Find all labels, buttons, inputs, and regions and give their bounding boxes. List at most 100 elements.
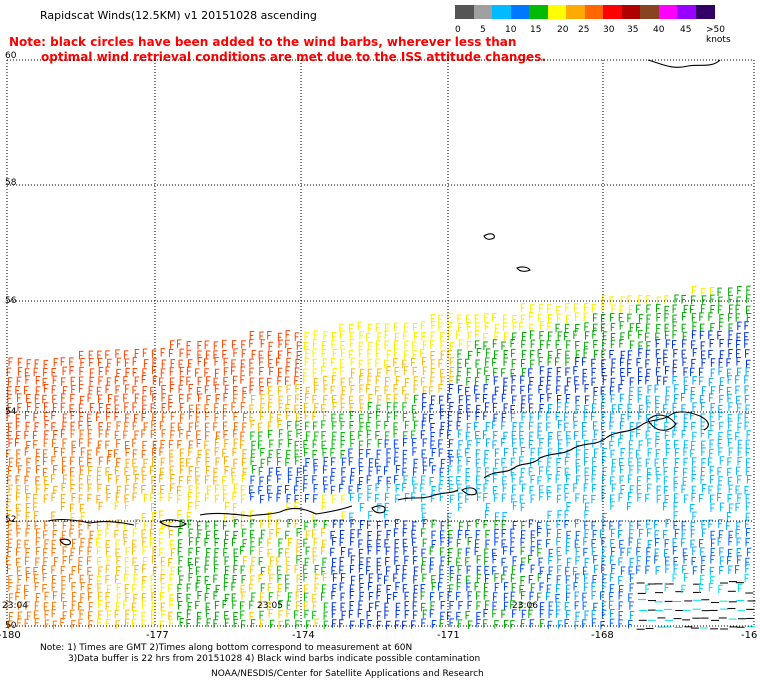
wind-barb xyxy=(296,574,302,584)
wind-barb xyxy=(177,611,182,621)
wind-barb xyxy=(701,350,706,360)
wind-barb xyxy=(269,619,275,629)
wind-barb xyxy=(160,574,165,583)
wind-barb xyxy=(512,447,518,457)
wind-barb xyxy=(728,503,734,512)
wind-barb xyxy=(627,403,633,413)
wind-barb xyxy=(375,348,381,358)
wind-barb xyxy=(60,402,66,412)
coastline xyxy=(59,538,71,546)
wind-barb xyxy=(52,529,58,539)
wind-barb xyxy=(26,493,31,502)
wind-barb xyxy=(691,466,697,475)
wind-barb xyxy=(231,402,236,411)
wind-barb xyxy=(206,376,211,385)
wind-barb xyxy=(429,413,434,423)
wind-barb xyxy=(259,357,264,366)
wind-barb xyxy=(601,609,607,619)
wind-barb xyxy=(654,530,660,539)
wind-barb xyxy=(593,429,599,439)
wind-barb xyxy=(278,610,283,619)
wind-barb xyxy=(367,539,372,549)
wind-barb xyxy=(672,375,677,385)
wind-barb xyxy=(366,421,371,431)
wind-barb xyxy=(584,467,590,476)
wind-barb xyxy=(134,564,139,574)
wind-barb xyxy=(96,447,101,456)
wind-barb xyxy=(566,431,571,440)
wind-barb xyxy=(591,521,597,530)
wind-barb xyxy=(222,349,227,359)
wind-barb xyxy=(403,475,409,484)
wind-barb xyxy=(564,385,570,394)
wind-barb xyxy=(710,575,715,585)
wind-barb xyxy=(395,494,400,503)
wind-barb xyxy=(629,583,635,592)
wind-barb xyxy=(690,503,695,513)
wind-barb xyxy=(672,538,678,547)
wind-barb xyxy=(564,519,569,529)
wind-barb xyxy=(718,366,723,376)
wind-barb xyxy=(691,474,697,483)
wind-barb xyxy=(359,574,364,583)
wind-barb xyxy=(539,609,545,618)
wind-barb xyxy=(376,465,382,475)
wind-barb xyxy=(61,593,66,602)
wind-barb xyxy=(466,411,472,420)
wind-barb xyxy=(71,582,76,591)
wind-barb xyxy=(160,556,166,566)
wind-barb xyxy=(350,519,355,528)
wind-barb xyxy=(483,609,488,618)
wind-barb xyxy=(51,601,57,611)
wind-barb xyxy=(196,521,202,530)
wind-barb xyxy=(188,564,194,573)
wind-barb xyxy=(305,546,311,556)
wind-barb xyxy=(152,546,157,555)
wind-barb xyxy=(646,519,651,529)
wind-barb xyxy=(314,431,319,441)
wind-barb xyxy=(296,600,301,610)
wind-barb xyxy=(645,323,651,332)
wind-barb xyxy=(214,611,220,621)
wind-barb xyxy=(449,584,454,593)
wind-barb xyxy=(78,403,84,413)
wind-barb xyxy=(340,394,346,403)
wind-barb xyxy=(277,574,282,583)
wind-barb xyxy=(241,620,246,629)
wind-barb xyxy=(296,584,302,594)
wind-barb xyxy=(375,458,380,468)
wind-barb xyxy=(43,438,49,448)
wind-barb xyxy=(384,439,390,449)
wind-barb xyxy=(618,312,624,322)
wind-barb xyxy=(629,601,634,610)
wind-barb xyxy=(304,447,309,457)
wind-barb xyxy=(431,519,437,529)
wind-barb xyxy=(195,566,201,576)
wind-barb xyxy=(141,600,147,610)
wind-barb xyxy=(62,520,68,530)
wind-barb xyxy=(564,323,570,333)
wind-barb xyxy=(125,447,131,457)
wind-barb xyxy=(384,466,389,475)
wind-barb xyxy=(340,449,346,459)
wind-barb xyxy=(548,609,554,619)
wind-barb xyxy=(322,340,327,350)
wind-barb xyxy=(520,385,525,395)
wind-barb xyxy=(744,339,749,348)
wind-barb xyxy=(556,305,561,315)
wind-barb xyxy=(726,386,732,396)
wind-barb xyxy=(611,483,617,493)
wind-barb xyxy=(169,530,174,539)
wind-barb xyxy=(377,395,382,404)
wind-barb xyxy=(456,557,461,567)
wind-barb xyxy=(34,521,39,530)
wind-barb xyxy=(268,449,274,459)
wind-barb xyxy=(116,556,121,565)
wind-barb xyxy=(222,476,227,485)
wind-barb xyxy=(179,394,184,403)
wind-barb xyxy=(438,359,444,368)
wind-barb xyxy=(16,430,21,440)
wind-barb xyxy=(276,565,282,575)
wind-barb xyxy=(332,557,337,567)
wind-barb xyxy=(402,467,407,477)
